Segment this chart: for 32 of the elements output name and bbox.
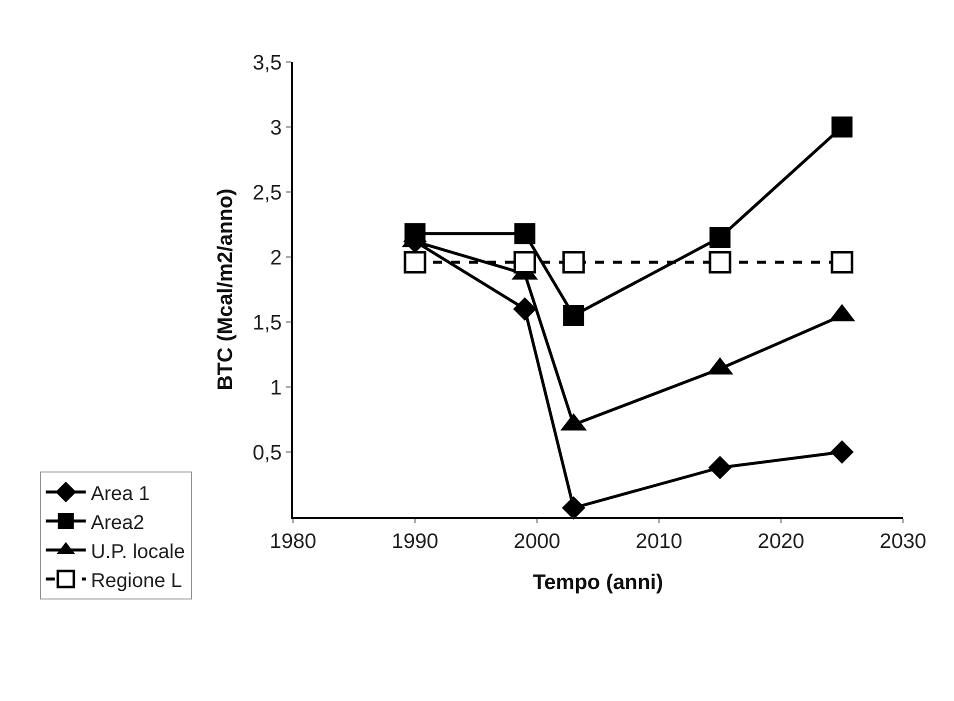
x-tick-label: 1980: [270, 530, 316, 554]
y-tick-label: 2,5: [252, 181, 282, 204]
point: [514, 223, 536, 244]
point: [830, 250, 854, 274]
point: [513, 297, 536, 321]
point: [708, 456, 732, 480]
point: [830, 440, 854, 464]
point: [404, 250, 426, 274]
point: [710, 227, 730, 248]
y-tick-label: 1,5: [252, 311, 282, 334]
legend-label: Area2: [90, 512, 144, 534]
point: [562, 496, 586, 520]
legend-label: Area 1: [90, 482, 150, 505]
x-tick-label: 2000: [514, 530, 560, 554]
y-tick-label: 2: [270, 246, 282, 270]
x-tick-label: 2030: [880, 530, 926, 554]
point: [563, 305, 584, 326]
x-tick-label: 2020: [758, 530, 804, 554]
y-tick-label: 3: [270, 116, 282, 140]
x-tick-label: 2010: [636, 530, 682, 554]
point: [708, 250, 732, 274]
point: [514, 250, 536, 274]
y-tick-label: 1: [270, 376, 282, 400]
y-axis-title: BTC (Mcal/m2/anno): [214, 188, 238, 390]
legend-label: Regione L: [90, 570, 182, 592]
y-tick-label: 0,5: [252, 441, 282, 464]
y-tick-label: 3,5: [252, 51, 282, 74]
x-tick-label: 1990: [392, 530, 438, 554]
point: [832, 116, 852, 138]
legend-label: U.P. locale: [90, 540, 185, 563]
point: [562, 250, 585, 274]
x-axis-title: Tempo (anni): [532, 570, 664, 594]
